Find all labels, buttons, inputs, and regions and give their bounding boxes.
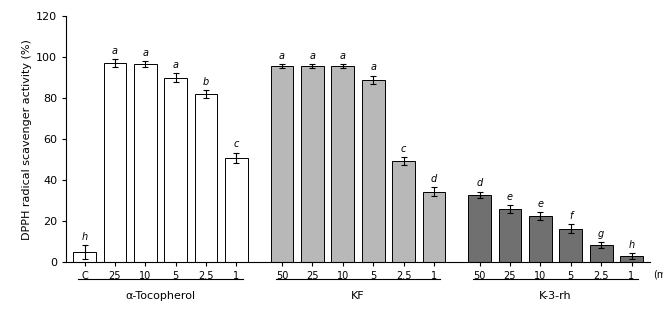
Text: g: g <box>598 229 604 239</box>
Bar <box>103 63 127 262</box>
Text: a: a <box>172 60 179 70</box>
Bar <box>164 77 187 262</box>
Text: d: d <box>431 174 437 184</box>
Bar <box>301 66 324 262</box>
Text: a: a <box>370 62 376 72</box>
Text: d: d <box>477 179 483 188</box>
Text: K-3-rh: K-3-rh <box>539 291 572 301</box>
Text: e: e <box>537 199 544 209</box>
Bar <box>195 94 217 262</box>
Bar <box>362 80 385 262</box>
Text: α-Tocopherol: α-Tocopherol <box>125 291 196 301</box>
Bar <box>392 161 415 262</box>
Text: e: e <box>507 192 513 202</box>
Text: (mM): (mM) <box>653 270 663 280</box>
Bar <box>468 195 491 262</box>
Text: c: c <box>401 144 406 154</box>
Text: KF: KF <box>351 291 365 301</box>
Text: a: a <box>310 51 316 61</box>
Bar <box>499 209 521 262</box>
Text: b: b <box>203 77 210 87</box>
Bar <box>271 66 294 262</box>
Text: f: f <box>569 211 572 221</box>
Text: a: a <box>279 51 285 61</box>
Text: a: a <box>340 51 346 61</box>
Text: h: h <box>82 232 88 242</box>
Y-axis label: DPPH radical scavenger activity (%): DPPH radical scavenger activity (%) <box>22 39 32 240</box>
Bar <box>73 252 96 262</box>
Bar <box>332 66 354 262</box>
Bar <box>560 228 582 262</box>
Text: a: a <box>112 46 118 56</box>
Text: c: c <box>234 140 239 149</box>
Text: h: h <box>629 240 634 250</box>
Bar <box>529 216 552 262</box>
Bar <box>589 245 613 262</box>
Bar <box>422 192 446 262</box>
Bar <box>620 256 643 262</box>
Bar <box>225 158 248 262</box>
Bar <box>134 64 156 262</box>
Text: a: a <box>143 48 149 58</box>
